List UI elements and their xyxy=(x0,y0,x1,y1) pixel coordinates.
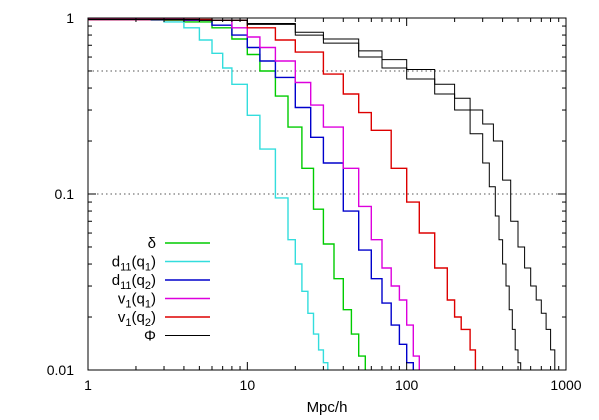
legend-label: δ xyxy=(148,235,156,252)
series-line-6 xyxy=(88,19,556,370)
tick-layer: 1 10 100 1000 0.01 0.1 1 xyxy=(47,10,582,393)
grid-layer xyxy=(88,70,566,195)
x-tick-label: 100 xyxy=(395,377,419,393)
legend-label: v1(q2) xyxy=(118,309,156,329)
y-tick-label: 0.01 xyxy=(47,362,74,378)
legend-label: d11(q2) xyxy=(112,272,156,292)
series-line-1 xyxy=(88,18,329,370)
legend-label: v1(q1) xyxy=(118,291,156,311)
series-line-4 xyxy=(88,18,477,370)
x-tick-label: 10 xyxy=(240,377,256,393)
series-layer xyxy=(88,18,556,370)
legend-label: Φ xyxy=(144,328,156,345)
legend-label: d11(q1) xyxy=(112,254,156,274)
x-tick-label: 1 xyxy=(84,377,92,393)
series-line-3 xyxy=(88,18,420,370)
legend: δ d11(q1)d11(q2)v1(q1)v1(q2)Φ xyxy=(112,235,210,345)
y-tick-label: 1 xyxy=(66,10,74,26)
x-tick-label: 1000 xyxy=(550,377,581,393)
series-line-2 xyxy=(88,18,414,370)
x-axis-title: Mpc/h xyxy=(307,399,348,416)
y-tick-label: 0.1 xyxy=(55,186,75,202)
